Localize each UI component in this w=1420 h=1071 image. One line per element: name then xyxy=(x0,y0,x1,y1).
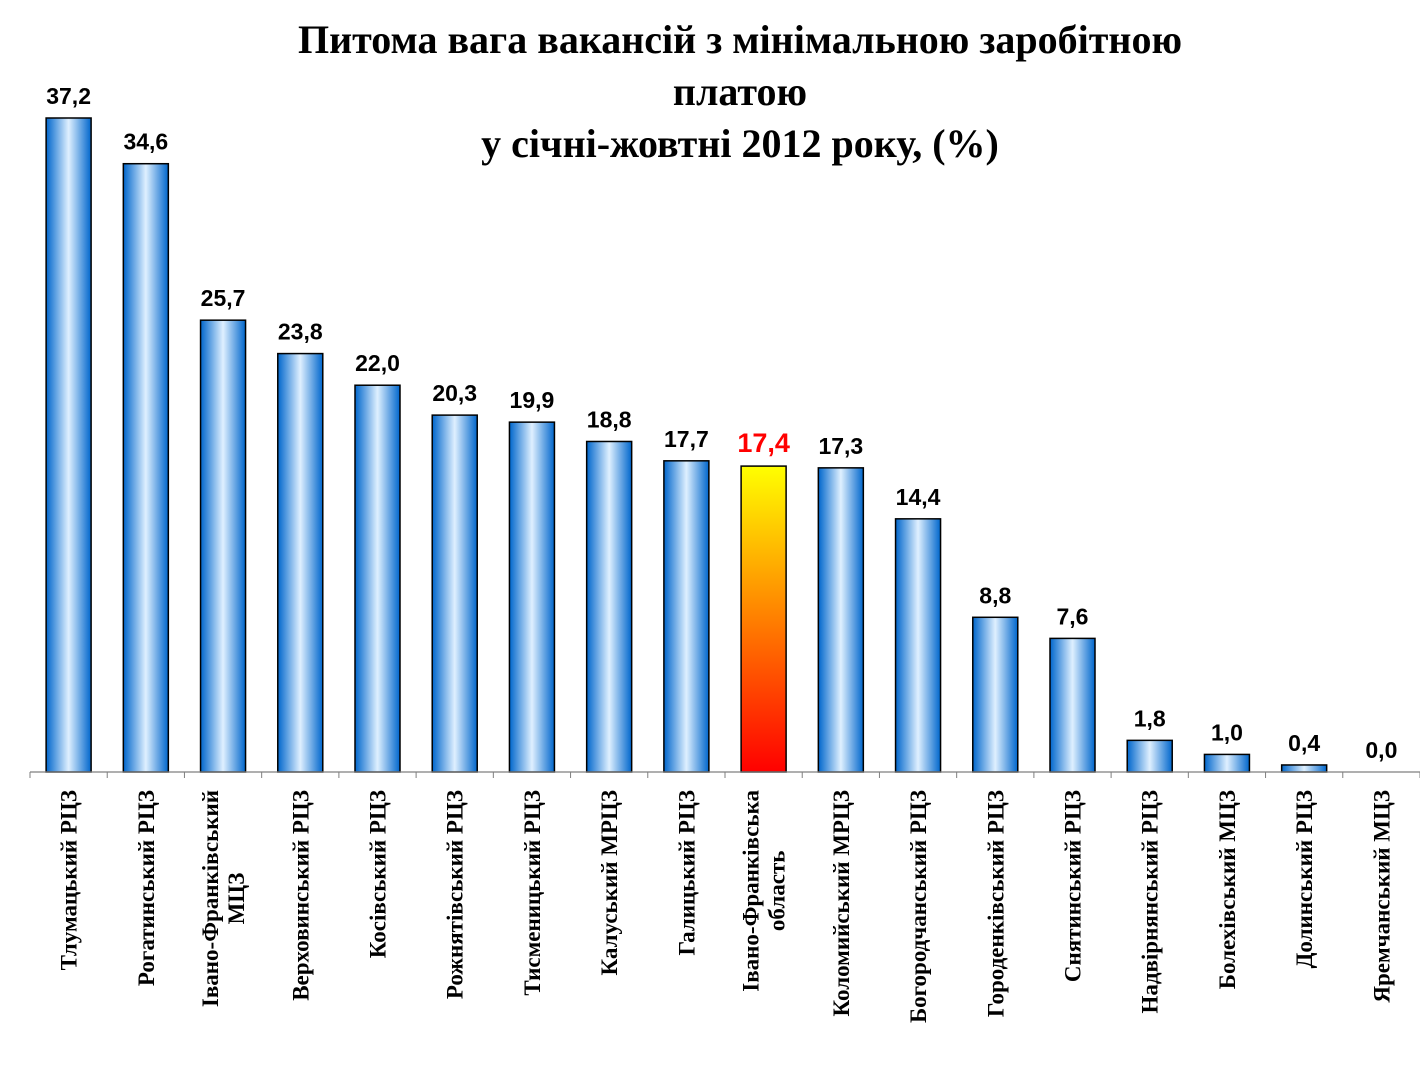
value-labels: 37,2 34,6 25,7 23,8 22,0 20,3 19,9 18,8 17,7 17,4… xyxy=(46,83,1397,763)
bar xyxy=(740,465,787,773)
category-label: Тлумацький РЦЗ xyxy=(57,790,82,970)
bar xyxy=(894,518,942,773)
bar-value-label: 17,3 xyxy=(818,433,863,459)
category-label-line: Калуський МРЦЗ xyxy=(597,790,622,975)
category-label: Рожнятівський РЦЗ xyxy=(443,790,468,999)
category-label-line: Івано-Франківський xyxy=(198,790,223,1007)
category-label: Галицький РЦЗ xyxy=(674,790,699,955)
category-label: Верховинський РЦЗ xyxy=(288,790,313,1001)
category-label: Городенківський РЦЗ xyxy=(983,790,1008,1017)
category-label-line: Надвірнянський РЦЗ xyxy=(1138,790,1163,1014)
bar-value-label: 23,8 xyxy=(278,319,323,345)
category-label: Коломийський МРЦЗ xyxy=(829,790,854,1017)
bar-value-label: 18,8 xyxy=(587,406,632,432)
category-label: Богородчанський РЦЗ xyxy=(906,790,931,1023)
category-label: Рогатинський РЦЗ xyxy=(134,790,159,986)
bar-value-label: 17,7 xyxy=(664,426,709,452)
chart-title: Питома вага вакансій з мінімальною зароб… xyxy=(230,14,1250,170)
category-label-line: Рогатинський РЦЗ xyxy=(134,790,159,986)
category-label-line: Снятинський РЦЗ xyxy=(1061,790,1086,982)
category-label-line: Богородчанський РЦЗ xyxy=(906,790,931,1023)
bar xyxy=(663,460,710,773)
category-label-line: Городенківський РЦЗ xyxy=(983,790,1008,1017)
bar-value-label: 0,4 xyxy=(1288,730,1320,756)
category-label-line: Болехівський МЦЗ xyxy=(1215,790,1240,989)
category-label: Яремчанський МЦЗ xyxy=(1369,790,1394,1003)
bar xyxy=(277,352,324,773)
x-axis xyxy=(29,771,1420,778)
bar xyxy=(972,616,1019,773)
category-label: Івано-Франківська область xyxy=(739,790,790,992)
bar-value-label: 20,3 xyxy=(432,380,477,406)
bar xyxy=(1280,764,1328,773)
category-label: Косівський РЦЗ xyxy=(366,790,391,958)
category-label: Івано-Франківський МЦЗ xyxy=(198,790,249,1007)
category-label-line: Косівський РЦЗ xyxy=(366,790,391,958)
category-label-line: Тисменицький РЦЗ xyxy=(520,790,545,996)
category-label-line: Коломийський МРЦЗ xyxy=(829,790,854,1017)
bar-value-label: 22,0 xyxy=(355,350,400,376)
category-label: Надвірнянський РЦЗ xyxy=(1138,790,1163,1014)
bar-value-label: 1,0 xyxy=(1211,719,1243,745)
bar xyxy=(508,421,556,773)
bar-value-label: 19,9 xyxy=(510,387,555,413)
bars-layer xyxy=(45,117,1328,773)
category-label-line: Рожнятівський РЦЗ xyxy=(443,790,468,999)
bar-value-label: 0,0 xyxy=(1365,737,1397,763)
bar xyxy=(45,117,92,773)
bar-value-label: 7,6 xyxy=(1057,603,1089,629)
category-labels: Тлумацький РЦЗ Рогатинський РЦЗ Івано-Фран… xyxy=(57,790,1395,1024)
category-label-line: МЦЗ xyxy=(224,873,249,925)
category-label-line: Івано-Франківська xyxy=(739,790,764,992)
bar xyxy=(431,414,478,773)
category-label: Тисменицький РЦЗ xyxy=(520,790,545,996)
category-label: Болехівський МЦЗ xyxy=(1215,790,1240,989)
bar xyxy=(122,162,170,773)
bar xyxy=(1126,739,1173,773)
category-label-line: Тлумацький РЦЗ xyxy=(57,790,82,970)
category-label-line: Верховинський РЦЗ xyxy=(288,790,313,1001)
bar xyxy=(199,319,247,773)
bar-value-label: 37,2 xyxy=(46,83,91,109)
bar xyxy=(1049,637,1096,773)
chart-title-line-2: у січні-жовтні 2012 року, (%) xyxy=(481,121,999,166)
bar-value-label: 1,8 xyxy=(1134,705,1166,731)
bar-value-label: 25,7 xyxy=(201,285,246,311)
bar-value-label: 17,4 xyxy=(737,428,790,458)
category-label-line: Долинський РЦЗ xyxy=(1292,790,1317,968)
bar xyxy=(1203,753,1251,773)
category-label-line: Яремчанський МЦЗ xyxy=(1369,790,1394,1003)
bar-value-label: 8,8 xyxy=(979,582,1011,608)
category-label-line: Галицький РЦЗ xyxy=(674,790,699,955)
category-label-line: область xyxy=(765,851,790,932)
category-label: Долинський РЦЗ xyxy=(1292,790,1317,968)
bar xyxy=(354,384,401,773)
bar xyxy=(585,440,633,773)
bar-value-label: 34,6 xyxy=(123,129,168,155)
chart-title-line-1: Питома вага вакансій з мінімальною зароб… xyxy=(297,17,1183,114)
bar xyxy=(817,467,865,773)
bar-value-label: 14,4 xyxy=(896,484,941,510)
category-label: Снятинський РЦЗ xyxy=(1061,790,1086,982)
category-label: Калуський МРЦЗ xyxy=(597,790,622,975)
